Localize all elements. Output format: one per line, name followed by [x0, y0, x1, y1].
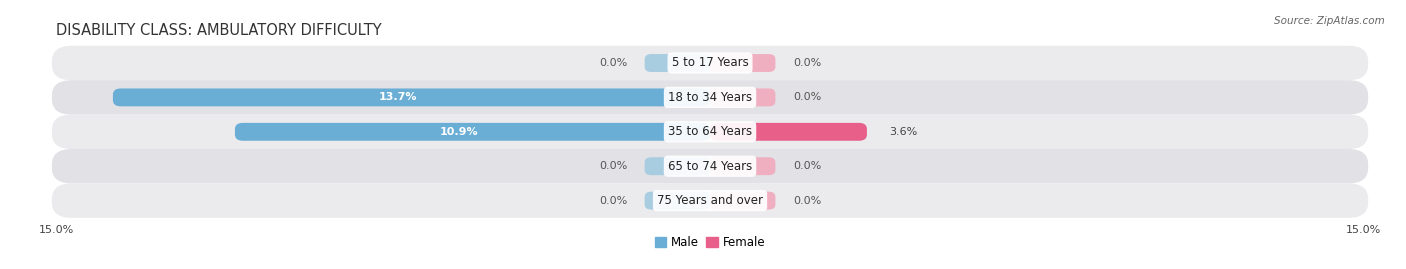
FancyBboxPatch shape	[710, 192, 776, 210]
FancyBboxPatch shape	[710, 54, 776, 72]
Text: 0.0%: 0.0%	[793, 196, 821, 206]
Text: 0.0%: 0.0%	[599, 161, 627, 171]
FancyBboxPatch shape	[52, 80, 1368, 115]
Legend: Male, Female: Male, Female	[650, 231, 770, 254]
Text: 3.6%: 3.6%	[889, 127, 917, 137]
FancyBboxPatch shape	[52, 115, 1368, 149]
FancyBboxPatch shape	[112, 89, 710, 106]
FancyBboxPatch shape	[644, 54, 710, 72]
FancyBboxPatch shape	[235, 123, 710, 141]
FancyBboxPatch shape	[710, 89, 776, 106]
Text: 18 to 34 Years: 18 to 34 Years	[668, 91, 752, 104]
Text: Source: ZipAtlas.com: Source: ZipAtlas.com	[1274, 16, 1385, 26]
FancyBboxPatch shape	[52, 149, 1368, 183]
FancyBboxPatch shape	[644, 192, 710, 210]
FancyBboxPatch shape	[644, 157, 710, 175]
Text: 0.0%: 0.0%	[793, 93, 821, 102]
Text: 75 Years and over: 75 Years and over	[657, 194, 763, 207]
Text: 0.0%: 0.0%	[599, 196, 627, 206]
Text: 13.7%: 13.7%	[380, 93, 418, 102]
Text: 0.0%: 0.0%	[793, 161, 821, 171]
FancyBboxPatch shape	[710, 157, 776, 175]
FancyBboxPatch shape	[52, 46, 1368, 80]
Text: 5 to 17 Years: 5 to 17 Years	[672, 56, 748, 69]
Text: 0.0%: 0.0%	[599, 58, 627, 68]
FancyBboxPatch shape	[52, 183, 1368, 218]
FancyBboxPatch shape	[710, 123, 868, 141]
Text: DISABILITY CLASS: AMBULATORY DIFFICULTY: DISABILITY CLASS: AMBULATORY DIFFICULTY	[56, 23, 382, 38]
Text: 10.9%: 10.9%	[440, 127, 478, 137]
Text: 65 to 74 Years: 65 to 74 Years	[668, 160, 752, 173]
Text: 0.0%: 0.0%	[793, 58, 821, 68]
Text: 35 to 64 Years: 35 to 64 Years	[668, 125, 752, 138]
